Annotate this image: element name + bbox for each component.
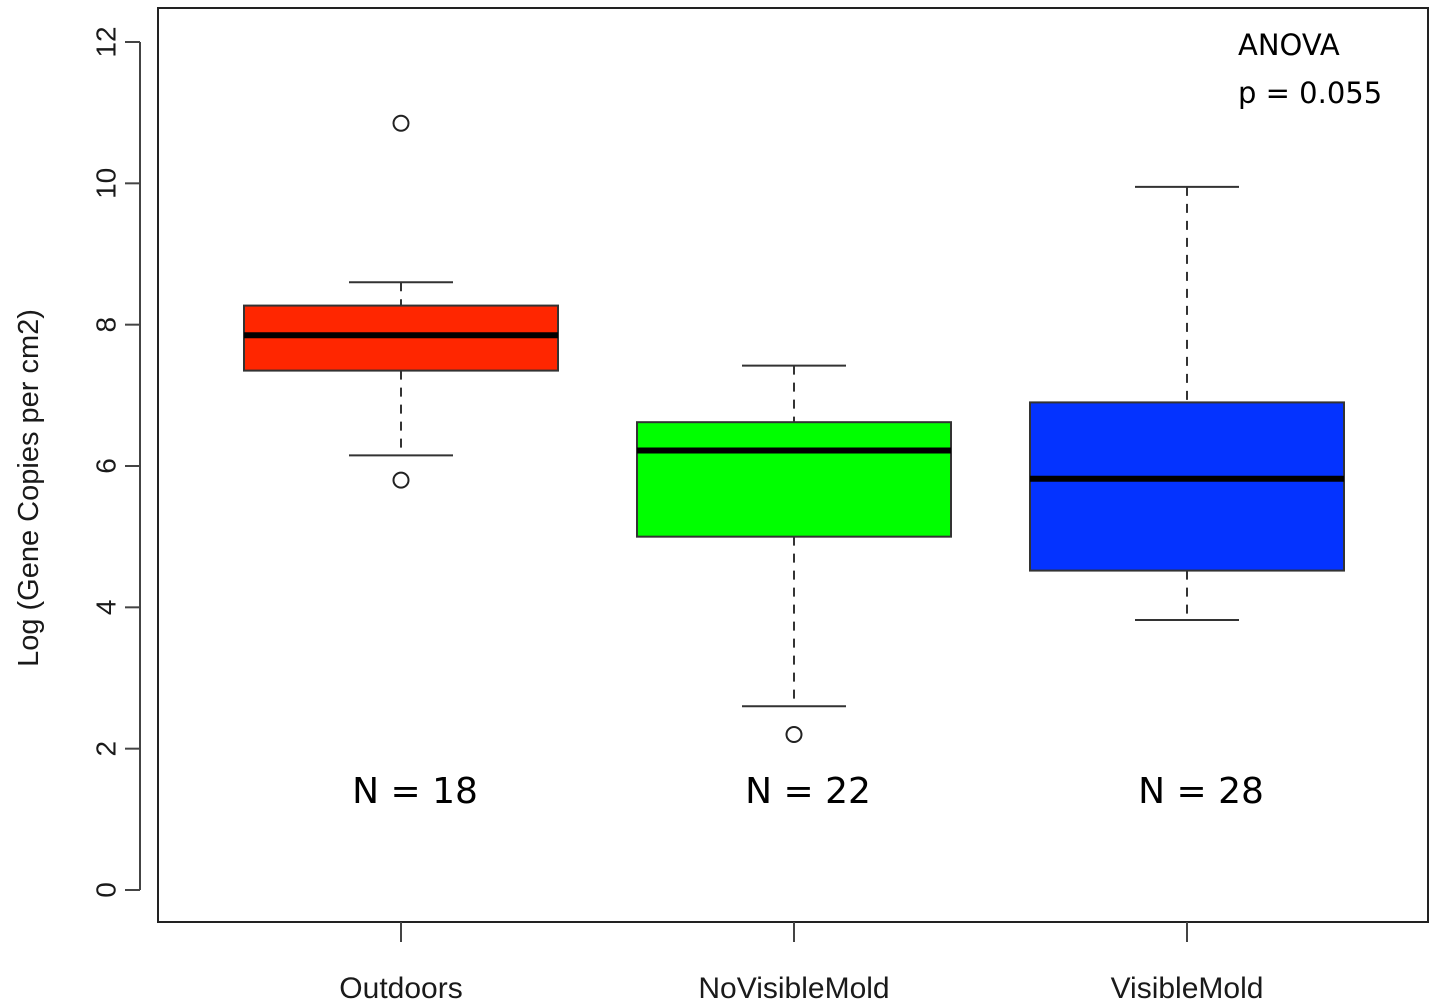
x-axis: Outdoors NoVisibleMold VisibleMold [339,922,1263,1004]
n-label-VisibleMold: N = 28 [1138,771,1264,812]
box-Outdoors: N = 18 [243,114,559,812]
anova-p-value: p = 0.055 [1238,76,1382,110]
x-tick-label-VisibleMold: VisibleMold [1111,972,1264,1004]
anova-label: ANOVA [1238,28,1340,62]
y-tick-label-8: 8 [90,317,121,333]
x-tick-label-NoVisibleMold: NoVisibleMold [698,972,889,1004]
x-tick-label-Outdoors: Outdoors [339,972,462,1004]
n-label-Outdoors: N = 18 [352,771,478,812]
box-VisibleMold: N = 28 [1029,185,1345,812]
y-tick-label-0: 0 [90,882,121,898]
y-axis-label: Log (Gene Copies per cm2) [13,309,45,667]
y-tick-label-2: 2 [90,741,121,757]
outlier-point-Outdoors-1 [392,471,410,489]
outlier-point-NoVisibleMold-0 [785,726,803,744]
outlier-point-Outdoors-0 [392,114,410,132]
anova-annotation: ANOVA p = 0.055 [1238,28,1382,110]
y-tick-label-6: 6 [90,458,121,474]
y-tick-label-4: 4 [90,600,121,616]
boxes-group: N = 18 N = 22 N = 28 [243,114,1345,812]
iqr-box-NoVisibleMold [636,421,952,538]
box-NoVisibleMold: N = 22 [636,364,952,812]
y-axis: 0 2 4 6 8 10 12 [90,26,141,898]
n-label-NoVisibleMold: N = 22 [745,771,871,812]
y-tick-label-12: 12 [90,26,121,57]
iqr-box-VisibleMold [1029,401,1345,572]
y-tick-label-10: 10 [90,168,121,199]
